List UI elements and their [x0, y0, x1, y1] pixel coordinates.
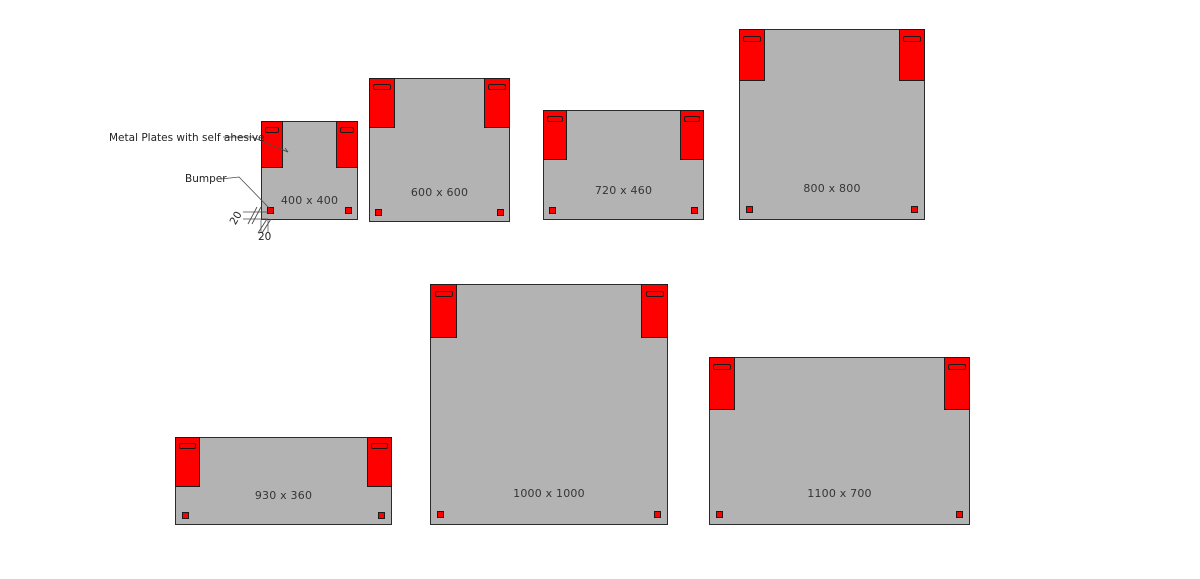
metal-plate[interactable] [175, 437, 200, 487]
panel-dimension-label: 800 x 800 [803, 182, 861, 195]
plate-slot-icon [339, 127, 355, 133]
bumper[interactable] [375, 209, 382, 216]
panel[interactable]: 600 x 600 [369, 78, 510, 222]
panel-dimension-label: 930 x 360 [254, 489, 313, 502]
bumper[interactable] [182, 512, 189, 519]
panel-dimension-label: 1000 x 1000 [513, 487, 585, 500]
metal-plate[interactable] [367, 437, 392, 487]
metal-plate[interactable] [641, 284, 668, 338]
panel[interactable]: 930 x 360 [175, 437, 392, 525]
panel[interactable]: 1000 x 1000 [430, 284, 668, 525]
dimension-horizontal-label: 20 [258, 231, 272, 243]
plate-slot-icon [434, 291, 453, 297]
panel-dimension-label: 600 x 600 [410, 186, 469, 199]
plate-slot-icon [547, 116, 563, 122]
bumper[interactable] [378, 512, 385, 519]
bumper[interactable] [549, 207, 556, 214]
plate-slot-icon [264, 127, 280, 133]
panel[interactable]: 1100 x 700 [709, 357, 970, 525]
panel[interactable]: 800 x 800 [739, 29, 925, 220]
bumper[interactable] [956, 511, 963, 518]
metal-plate[interactable] [336, 121, 358, 168]
metal-plate[interactable] [430, 284, 457, 338]
plate-slot-icon [743, 36, 761, 42]
bumper[interactable] [716, 511, 723, 518]
bumper[interactable] [345, 207, 352, 214]
metal-plate[interactable] [369, 78, 395, 128]
metal-plates-annotation-label: Metal Plates with self ahesive [109, 132, 265, 144]
plate-slot-icon [684, 116, 700, 122]
panel-dimension-label: 400 x 400 [280, 194, 339, 207]
plate-slot-icon [371, 443, 388, 449]
bumper[interactable] [267, 207, 274, 214]
metal-plate[interactable] [899, 29, 925, 81]
bumper[interactable] [437, 511, 444, 518]
plate-slot-icon [903, 36, 921, 42]
plate-slot-icon [488, 84, 506, 90]
plate-slot-icon [713, 364, 731, 370]
metal-plate[interactable] [261, 121, 283, 168]
panel[interactable]: 720 x 460 [543, 110, 704, 220]
panel[interactable]: 400 x 400 [261, 121, 358, 220]
bumper[interactable] [497, 209, 504, 216]
bumper[interactable] [911, 206, 918, 213]
metal-plate[interactable] [739, 29, 765, 81]
metal-plate[interactable] [543, 110, 567, 160]
plate-slot-icon [373, 84, 391, 90]
metal-plate[interactable] [484, 78, 510, 128]
bumper[interactable] [746, 206, 753, 213]
plate-slot-icon [645, 291, 664, 297]
metal-plate[interactable] [944, 357, 970, 410]
plate-slot-icon [179, 443, 196, 449]
bumper[interactable] [654, 511, 661, 518]
bumper[interactable] [691, 207, 698, 214]
panel-dimension-label: 720 x 460 [594, 184, 653, 197]
bumper-annotation-label: Bumper [185, 173, 227, 185]
metal-plate[interactable] [680, 110, 704, 160]
metal-plate[interactable] [709, 357, 735, 410]
plate-slot-icon [948, 364, 966, 370]
panel-dimension-label: 1100 x 700 [807, 487, 872, 500]
